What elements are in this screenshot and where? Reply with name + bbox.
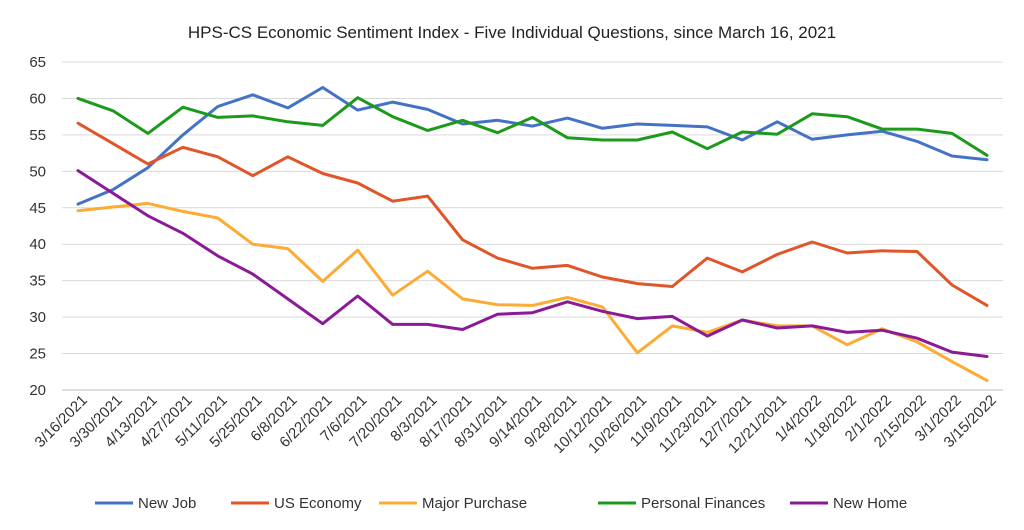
series-line-new-job [76,86,989,206]
legend-label-major-purchase: Major Purchase [422,495,527,512]
y-tick-label: 35 [29,273,46,290]
y-tick-label: 65 [29,54,46,71]
x-axis-ticks: 3/16/20213/30/20214/13/20214/27/20215/11… [32,392,1000,457]
legend-label-personal-finances: Personal Finances [641,495,765,512]
y-tick-label: 60 [29,90,46,107]
y-tick-label: 30 [29,309,46,326]
y-tick-label: 55 [29,127,46,144]
series-lines [76,86,989,382]
y-tick-label: 40 [29,236,46,253]
y-axis-ticks: 65 60 55 50 45 40 35 30 25 20 [29,54,46,399]
series-line-personal-finances [76,96,989,157]
legend-label-new-job: New Job [138,495,196,512]
chart-title: HPS-CS Economic Sentiment Index - Five I… [188,23,836,42]
y-tick-label: 45 [29,200,46,217]
series-line-us-economy [76,121,989,307]
series-line-major-purchase [76,201,989,382]
gridlines [62,61,1003,391]
y-tick-label: 50 [29,163,46,180]
y-tick-label: 20 [29,382,46,399]
series-line-new-home [76,169,989,358]
y-tick-label: 25 [29,346,46,363]
legend: New Job US Economy Major Purchase Personal … [95,495,907,512]
legend-label-us-economy: US Economy [274,495,362,512]
legend-label-new-home: New Home [833,495,907,512]
